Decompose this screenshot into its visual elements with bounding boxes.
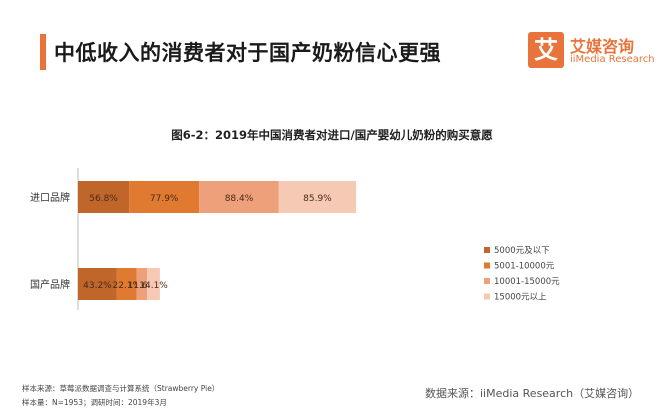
bar-segment: [116, 268, 137, 300]
legend-label: 5001-10000元: [494, 262, 555, 272]
data-label: 43.2%: [83, 281, 112, 291]
brand-logo: 艾 艾媒咨询 iiMedia Research: [528, 32, 655, 70]
logo-name-cn: 艾媒咨询: [570, 37, 635, 56]
page-title: 中低收入的消费者对于国产奶粉信心更强: [54, 41, 441, 65]
legend-swatch: [484, 247, 490, 253]
chart-title: 图6-2：2019年中国消费者对进口/国产婴幼儿奶粉的购买意愿: [171, 128, 493, 142]
bar-segment: [129, 181, 200, 213]
legend-swatch: [484, 262, 490, 269]
data-label: 77.9%: [150, 194, 179, 204]
data-label: 11.6%: [128, 281, 157, 291]
data-label: 56.8%: [89, 194, 118, 204]
legend-label: 10001-15000元: [494, 277, 560, 287]
category-label: 进口品牌: [30, 191, 70, 204]
legend-swatch: [484, 293, 490, 300]
logo-mark-icon: 艾: [528, 32, 564, 68]
sample-size-note: 样本量：N=1953；调研时间：2019年3月: [22, 398, 167, 407]
title-accent-bar: [40, 34, 46, 70]
bar-segment: [136, 268, 148, 300]
legend-swatch: [484, 278, 490, 284]
category-label: 国产品牌: [30, 278, 70, 291]
bar-segment: [147, 268, 160, 300]
bar-segment: [78, 181, 130, 213]
bar-segment: [78, 268, 117, 300]
logo-name-en: iiMedia Research: [570, 54, 655, 65]
legend-label: 15000元以上: [494, 293, 547, 303]
legend-label: 5000元及以下: [494, 246, 550, 256]
data-source: 数据来源：iiMedia Research（艾媒咨询）: [425, 387, 640, 400]
data-label: 88.4%: [225, 194, 254, 204]
bar-segment: [278, 181, 357, 213]
bar-segment: [199, 181, 279, 213]
sample-source-note: 样本来源：草莓派数据调查与计算系统（Strawberry Pie）: [22, 384, 220, 393]
data-label: 22.1%: [113, 281, 142, 291]
data-label: 85.9%: [303, 194, 332, 204]
data-label: 14.1%: [139, 281, 168, 291]
